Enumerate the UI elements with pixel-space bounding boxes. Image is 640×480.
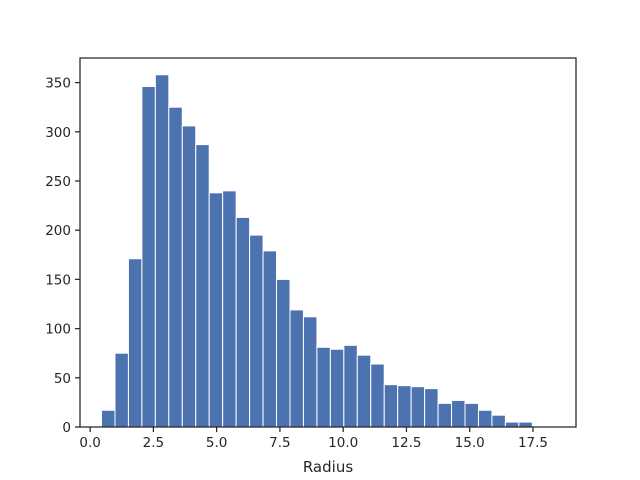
histogram-bar <box>154 74 170 428</box>
x-tick-label: 5.0 <box>206 435 227 451</box>
histogram-bar <box>343 344 358 428</box>
histogram-bar <box>195 144 210 428</box>
x-tick-label: 0.0 <box>79 435 100 451</box>
histogram-bar <box>329 348 345 428</box>
x-tick-label: 7.5 <box>269 435 290 451</box>
x-tick-label: 17.5 <box>518 435 548 451</box>
histogram-bar <box>504 421 520 428</box>
y-tick-label: 100 <box>45 322 71 338</box>
plot-frame <box>79 57 577 428</box>
histogram-bar <box>437 402 453 428</box>
y-tick-label: 50 <box>54 371 71 387</box>
x-tick-label: 15.0 <box>455 435 485 451</box>
histogram-bar <box>370 363 385 428</box>
x-tick-label: 12.5 <box>391 435 421 451</box>
histogram-bar <box>302 316 318 428</box>
histogram-bar <box>397 385 412 428</box>
histogram-bar <box>491 414 506 428</box>
histogram-bar <box>276 278 291 428</box>
histogram-bar <box>181 125 197 428</box>
histogram-bar <box>101 409 116 428</box>
histogram-bar <box>249 234 264 428</box>
histogram-bar <box>424 388 439 428</box>
y-tick-label: 150 <box>45 272 71 288</box>
histogram-bar <box>208 192 224 428</box>
y-tick-label: 350 <box>45 76 71 92</box>
histogram-bar <box>316 346 331 428</box>
x-axis-ticks: 0.0 2.5 5.0 7.5 10.0 12.5 15.0 17.5 <box>79 427 548 451</box>
histogram-bar <box>168 106 183 428</box>
histogram-bar <box>127 258 143 428</box>
histogram-bar <box>410 386 426 428</box>
histogram-bar <box>114 352 129 428</box>
histogram-bar <box>356 354 372 428</box>
y-axis-ticks: 0 50 100 150 200 250 300 350 <box>45 76 80 436</box>
bars-group <box>101 74 533 428</box>
y-tick-label: 250 <box>45 174 71 190</box>
histogram-bar <box>451 399 466 428</box>
y-tick-label: 300 <box>45 125 71 141</box>
y-tick-label: 200 <box>45 223 71 239</box>
histogram-bar <box>518 421 533 428</box>
x-axis-label: Radius <box>303 458 353 476</box>
x-tick-label: 10.0 <box>328 435 358 451</box>
histogram-bar <box>477 409 493 428</box>
x-tick-label: 2.5 <box>143 435 164 451</box>
histogram-bar <box>262 250 278 428</box>
histogram-bar <box>141 86 156 428</box>
y-tick-label: 0 <box>62 420 71 436</box>
histogram-bar <box>464 402 479 428</box>
histogram-bar <box>383 384 399 428</box>
histogram-bar <box>289 309 304 428</box>
histogram-bar <box>235 216 251 428</box>
histogram-bar <box>222 190 237 428</box>
